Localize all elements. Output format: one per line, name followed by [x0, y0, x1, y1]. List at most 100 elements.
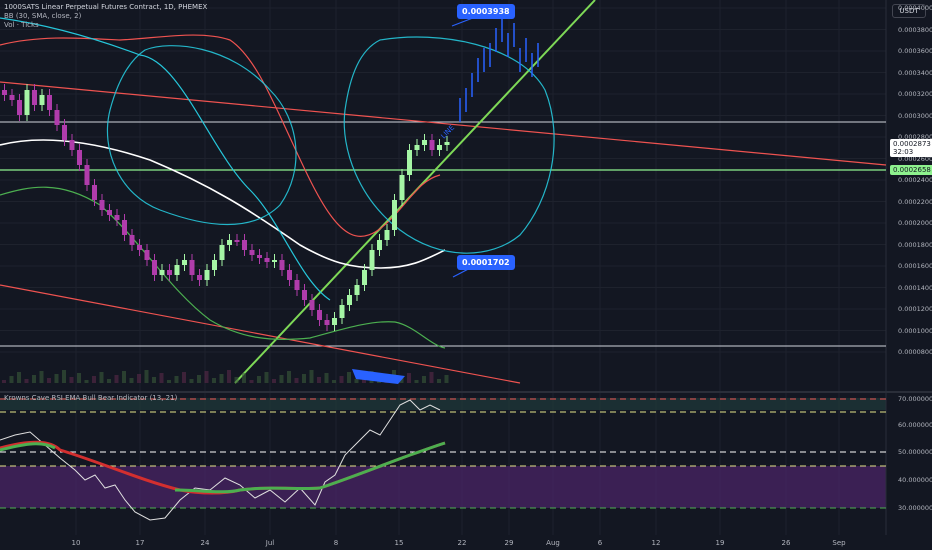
support-price-tag: 0.0002658 [890, 165, 932, 175]
volume-bar [137, 374, 141, 383]
rsi-bear-zone [0, 466, 886, 508]
candle-body [429, 140, 435, 150]
candle-body [332, 318, 337, 325]
indicator-volume-legend[interactable]: Vol · Ticks [4, 21, 39, 29]
rsi-line [0, 399, 441, 521]
volume-bar [422, 376, 426, 383]
rsi-axis-label: 70.000000 [898, 395, 932, 403]
volume-bar [242, 373, 246, 383]
price-axis-label: 0.0003400 [898, 68, 932, 77]
volume-bar [99, 372, 104, 383]
candle-body [189, 260, 195, 275]
volume-bar [339, 376, 344, 383]
candle-body [302, 290, 307, 300]
candle-body [159, 270, 165, 275]
price-axis-label: 0.0001200 [898, 305, 932, 313]
volume-bar [167, 380, 171, 383]
volume-bar [47, 378, 51, 383]
candle-body [47, 95, 52, 110]
candle-body [182, 260, 187, 265]
volume-bar [62, 370, 66, 383]
ema-line-bull-start [0, 442, 56, 452]
volume-bar [9, 376, 14, 383]
countdown-value: 32:03 [893, 148, 914, 156]
candle-body [234, 240, 240, 242]
candle-body [107, 210, 112, 215]
candle-body [347, 295, 352, 305]
candle-body [137, 245, 142, 250]
candle-body [54, 110, 60, 125]
volume-bar [159, 373, 164, 383]
price-axis-label: 0.0003800 [898, 25, 932, 34]
time-axis-label: Sep [832, 539, 846, 547]
time-axis-label: 8 [333, 539, 339, 547]
projection-path [459, 18, 539, 122]
lower-price-callout[interactable]: 0.0001702 [457, 255, 515, 270]
volume-bar [429, 372, 434, 383]
candle-body [422, 140, 427, 145]
volume-bar [294, 378, 299, 383]
volume-bar [24, 379, 29, 383]
price-axis-label: 0.0001800 [898, 240, 932, 249]
volume-bar [249, 380, 254, 383]
upper-price-callout[interactable]: 0.0003938 [457, 4, 515, 19]
candle-body [219, 245, 225, 260]
candle-body [99, 200, 105, 210]
volume-bar [114, 375, 119, 383]
time-axis-label: 6 [597, 539, 603, 547]
volume-bar [2, 380, 6, 383]
candle-body [32, 90, 37, 105]
resistance-trendline [0, 81, 887, 166]
lower-trendline [0, 284, 521, 384]
candle-body [24, 90, 30, 115]
currency-button[interactable]: USDT [892, 4, 926, 18]
price-axis-label: 0.0001600 [898, 262, 932, 270]
price-axis-label: 0.0002800 [898, 133, 932, 141]
rsi-indicator-legend[interactable]: Krowns Cave RSI EMA Bull Bear Indicator … [4, 394, 178, 402]
rsi-axis-label: 40.000000 [898, 476, 932, 484]
indicator-bb-legend[interactable]: BB (30, SMA, close, 2) [4, 12, 82, 20]
symbol-title: 1000SATS Linear Perpetual Futures Contra… [4, 3, 208, 11]
volume-bar [122, 371, 126, 383]
candle-body [167, 270, 172, 275]
volume-bar [182, 372, 186, 383]
volume-bar [287, 371, 291, 383]
volume-bar [309, 370, 314, 383]
candle-body [384, 230, 390, 240]
candle-body [272, 260, 277, 262]
price-axis-label: 0.0002200 [898, 197, 932, 206]
candle-body [399, 175, 405, 200]
volume-bar [77, 373, 81, 383]
candle-body [294, 280, 300, 290]
candle-body [287, 270, 292, 280]
candle-body [212, 260, 217, 270]
volume-bar [84, 380, 89, 383]
volume-bar [414, 380, 419, 383]
time-axis-label: Aug [546, 539, 560, 547]
rsi-axis-label: 50.000000 [898, 448, 932, 456]
candle-body [407, 150, 412, 175]
candle-body [377, 240, 382, 250]
candle-body [204, 270, 210, 280]
bb-basis [0, 139, 446, 269]
bb-lower-band [0, 17, 331, 301]
candle-body [152, 260, 157, 275]
candle-body [62, 125, 67, 140]
rsi-axis-label: 30.000000 [898, 504, 932, 512]
time-axis-label: 26 [781, 539, 791, 547]
time-axis-label: 22 [457, 539, 467, 547]
candle-body [369, 250, 375, 270]
volume-bar [174, 376, 179, 383]
candle-body [264, 258, 270, 262]
volume-bar [144, 370, 149, 383]
time-axis-label: 15 [394, 539, 404, 547]
candle-body [114, 215, 120, 220]
volume-bar [197, 375, 201, 383]
volume-bar [227, 370, 231, 383]
volume-bar [347, 372, 351, 383]
volume-bar [189, 379, 194, 383]
volume-bar [279, 375, 284, 383]
candle-body [227, 240, 232, 245]
volume-bar [32, 375, 36, 383]
